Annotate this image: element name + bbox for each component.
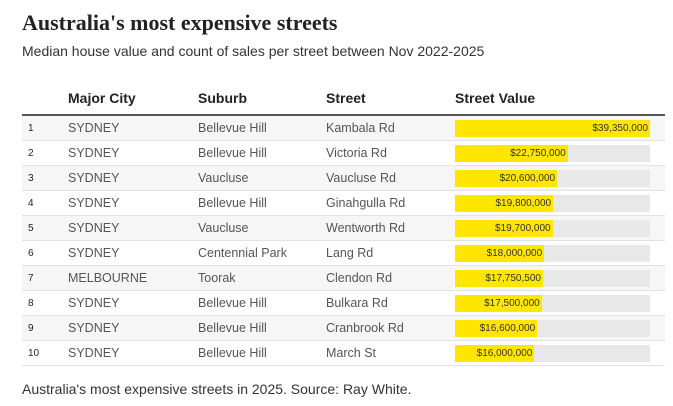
suburb: Vaucluse xyxy=(198,171,249,185)
suburb: Bellevue Hill xyxy=(198,296,267,310)
table-row: 4 SYDNEY Bellevue Hill Ginahgulla Rd $19,800… xyxy=(22,191,665,216)
street: Clendon Rd xyxy=(326,271,393,285)
rank: 5 xyxy=(28,223,34,234)
table-row: 5 SYDNEY Vaucluse Wentworth Rd $19,700,000 xyxy=(22,216,665,241)
value-label: $19,700,000 xyxy=(494,223,551,234)
street: Victoria Rd xyxy=(326,146,387,160)
value-label: $22,750,000 xyxy=(510,148,566,159)
bar: $19,800,000 xyxy=(455,195,554,212)
header: Suburb xyxy=(198,90,247,106)
bar: $20,600,000 xyxy=(455,170,558,187)
city: SYDNEY xyxy=(68,321,120,335)
value-label: $16,600,000 xyxy=(479,323,536,334)
table-row: 1 SYDNEY Bellevue Hill Kambala Rd $39,350,00… xyxy=(22,116,665,141)
subtitle: Median house value and count of sales pe… xyxy=(22,43,485,59)
city: SYDNEY xyxy=(68,146,120,160)
rank: 3 xyxy=(28,173,34,184)
table-row: 7 MELBOURNE Toorak Clendon Rd $17,750,500 xyxy=(22,266,665,291)
city: SYDNEY xyxy=(68,346,120,360)
suburb: Vaucluse xyxy=(198,221,249,235)
rank: 10 xyxy=(28,348,40,359)
rank: 2 xyxy=(28,148,34,159)
street: Lang Rd xyxy=(326,246,374,260)
bar-track: $39,350,000 xyxy=(455,120,650,137)
street: Vaucluse Rd xyxy=(326,171,396,185)
bar: $19,700,000 xyxy=(455,220,553,237)
suburb: Bellevue Hill xyxy=(198,121,267,135)
city: SYDNEY xyxy=(68,196,120,210)
bar: $17,750,500 xyxy=(455,270,543,287)
header: Street Value xyxy=(455,90,536,106)
city: SYDNEY xyxy=(68,246,120,260)
rank: 1 xyxy=(28,123,34,134)
street: Bulkara Rd xyxy=(326,296,388,310)
value-label: $18,000,000 xyxy=(486,248,543,259)
bar: $16,000,000 xyxy=(455,345,535,362)
table-row: 2 SYDNEY Bellevue Hill Victoria Rd $22,750,0… xyxy=(22,141,665,166)
bar-track: $16,000,000 xyxy=(455,345,650,362)
bar: $17,500,000 xyxy=(455,295,542,312)
rank: 8 xyxy=(28,298,34,309)
suburb: Bellevue Hill xyxy=(198,146,267,160)
table-row: 8 SYDNEY Bellevue Hill Bulkara Rd $17,500,00… xyxy=(22,291,665,316)
bar-track: $17,750,500 xyxy=(455,270,650,287)
bar: $39,350,000 xyxy=(455,120,650,137)
table-row: 6 SYDNEY Centennial Park Lang Rd $18,000,000 xyxy=(22,241,665,266)
value-label: $19,800,000 xyxy=(495,198,552,209)
rank: 6 xyxy=(28,248,34,259)
table-row: 9 SYDNEY Bellevue Hill Cranbrook Rd $16,600,… xyxy=(22,316,665,341)
suburb: Toorak xyxy=(198,271,236,285)
bar-track: $18,000,000 xyxy=(455,245,650,262)
bar-track: $19,800,000 xyxy=(455,195,650,212)
suburb: Bellevue Hill xyxy=(198,346,267,360)
header: Major City xyxy=(68,90,136,106)
caption: Australia's most expensive streets in 20… xyxy=(22,381,412,397)
bar-track: $17,500,000 xyxy=(455,295,650,312)
suburb: Centennial Park xyxy=(198,246,287,260)
suburb: Bellevue Hill xyxy=(198,196,267,210)
bar-track: $19,700,000 xyxy=(455,220,650,237)
bar: $16,600,000 xyxy=(455,320,538,337)
street: Wentworth Rd xyxy=(326,221,405,235)
header-rule xyxy=(22,114,665,116)
value-label: $20,600,000 xyxy=(499,173,556,184)
street: Cranbrook Rd xyxy=(326,321,404,335)
value-label: $17,750,500 xyxy=(485,273,541,284)
value-label: $17,500,000 xyxy=(484,298,540,309)
city: SYDNEY xyxy=(68,171,120,185)
value-label: $16,000,000 xyxy=(476,348,533,359)
bar-track: $20,600,000 xyxy=(455,170,650,187)
street: March St xyxy=(326,346,377,360)
city: SYDNEY xyxy=(68,296,120,310)
title: Australia's most expensive streets xyxy=(22,10,338,35)
city: SYDNEY xyxy=(68,221,120,235)
header: Street xyxy=(326,90,366,106)
city: MELBOURNE xyxy=(68,271,148,285)
table-row: 3 SYDNEY Vaucluse Vaucluse Rd $20,600,000 xyxy=(22,166,665,191)
rank: 7 xyxy=(28,273,34,284)
bar-track: $22,750,000 xyxy=(455,145,650,162)
suburb: Bellevue Hill xyxy=(198,321,267,335)
rank: 9 xyxy=(28,323,34,334)
bar-track: $16,600,000 xyxy=(455,320,650,337)
bar: $22,750,000 xyxy=(455,145,568,162)
street: Kambala Rd xyxy=(326,121,395,135)
rank: 4 xyxy=(28,198,34,209)
street: Ginahgulla Rd xyxy=(326,196,406,210)
value-label: $39,350,000 xyxy=(592,123,648,134)
city: SYDNEY xyxy=(68,121,120,135)
table-row: 10 SYDNEY Bellevue Hill March St $16,000,000 xyxy=(22,341,665,366)
bar: $18,000,000 xyxy=(455,245,545,262)
